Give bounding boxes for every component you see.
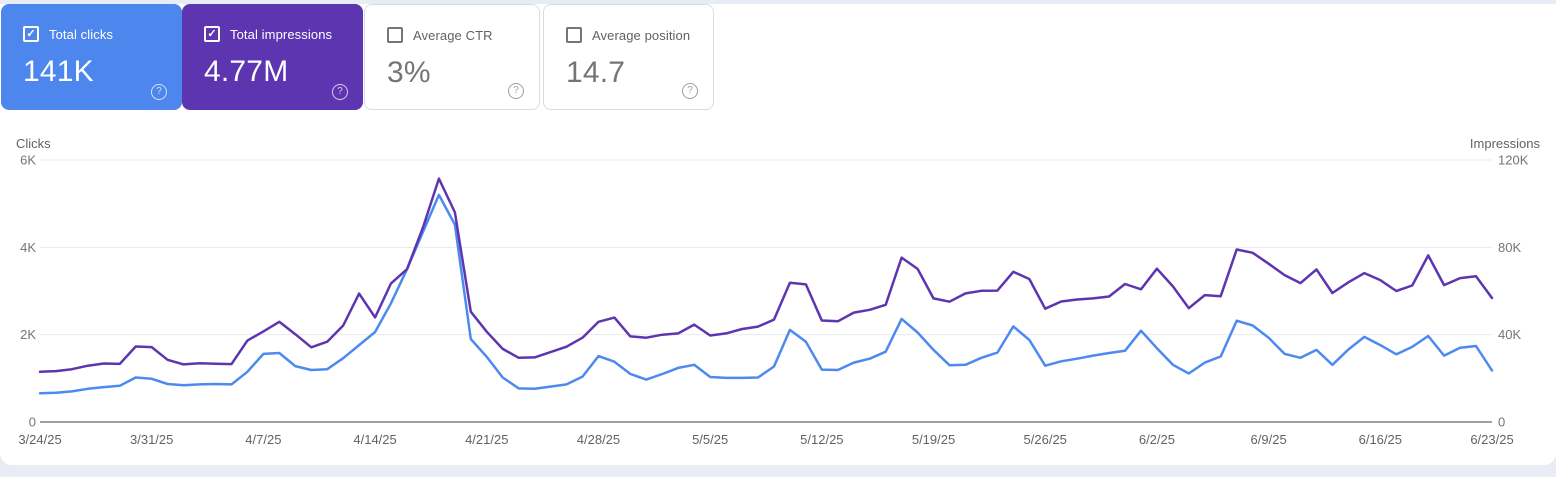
help-icon[interactable]: ? <box>508 83 524 99</box>
total-clicks-checkbox[interactable]: ✓ <box>23 26 39 42</box>
help-icon[interactable]: ? <box>682 83 698 99</box>
right-axis-tick: 120K <box>1498 153 1529 168</box>
left-axis-title: Clicks <box>16 136 51 151</box>
left-axis-tick: 4K <box>20 240 36 255</box>
x-axis-date-label: 5/19/25 <box>912 432 955 447</box>
x-axis-date-label: 6/16/25 <box>1359 432 1402 447</box>
metric-label: Average CTR <box>413 27 493 43</box>
x-axis-date-label: 5/26/25 <box>1024 432 1067 447</box>
average-position-checkbox[interactable] <box>566 27 582 43</box>
x-axis-date-label: 6/23/25 <box>1470 432 1513 447</box>
metric-card-total-impressions[interactable]: ✓ Total impressions 4.77M ? <box>182 4 363 110</box>
left-axis-tick: 2K <box>20 327 36 342</box>
metric-label: Total impressions <box>230 26 333 42</box>
left-axis-tick: 0 <box>29 415 36 430</box>
right-axis-tick: 80K <box>1498 240 1521 255</box>
metric-label: Total clicks <box>49 26 114 42</box>
x-axis-date-label: 6/2/25 <box>1139 432 1175 447</box>
metric-card-average-position[interactable]: Average position 14.7 ? <box>543 4 714 110</box>
x-axis-date-label: 6/9/25 <box>1251 432 1287 447</box>
average-ctr-checkbox[interactable] <box>387 27 403 43</box>
help-icon[interactable]: ? <box>151 84 167 100</box>
metric-value: 141K <box>23 55 94 88</box>
metric-label: Average position <box>592 27 691 43</box>
right-axis-tick: 40K <box>1498 327 1521 342</box>
metric-value: 4.77M <box>204 55 289 88</box>
right-axis-tick: 0 <box>1498 415 1505 430</box>
x-axis-date-label: 3/31/25 <box>130 432 173 447</box>
metric-card-total-clicks[interactable]: ✓ Total clicks 141K ? <box>1 4 182 110</box>
help-icon[interactable]: ? <box>332 84 348 100</box>
metric-value: 3% <box>387 56 431 89</box>
x-axis-date-label: 5/12/25 <box>800 432 843 447</box>
left-axis-tick: 6K <box>20 153 36 168</box>
total-impressions-checkbox[interactable]: ✓ <box>204 26 220 42</box>
x-axis-date-label: 4/28/25 <box>577 432 620 447</box>
impressions-line-series[interactable] <box>38 177 1494 374</box>
metric-value: 14.7 <box>566 56 626 89</box>
metric-cards-row: ✓ Total clicks 141K ? ✓ Total impression… <box>1 4 714 110</box>
metric-card-average-ctr[interactable]: Average CTR 3% ? <box>364 4 540 110</box>
clicks-line-series[interactable] <box>38 193 1494 395</box>
x-axis-date-label: 4/14/25 <box>353 432 396 447</box>
x-axis-date-label: 4/21/25 <box>465 432 508 447</box>
x-axis-date-label: 4/7/25 <box>245 432 281 447</box>
x-axis-date-label: 3/24/25 <box>18 432 61 447</box>
right-axis-title: Impressions <box>1470 136 1541 151</box>
x-axis-date-label: 5/5/25 <box>692 432 728 447</box>
